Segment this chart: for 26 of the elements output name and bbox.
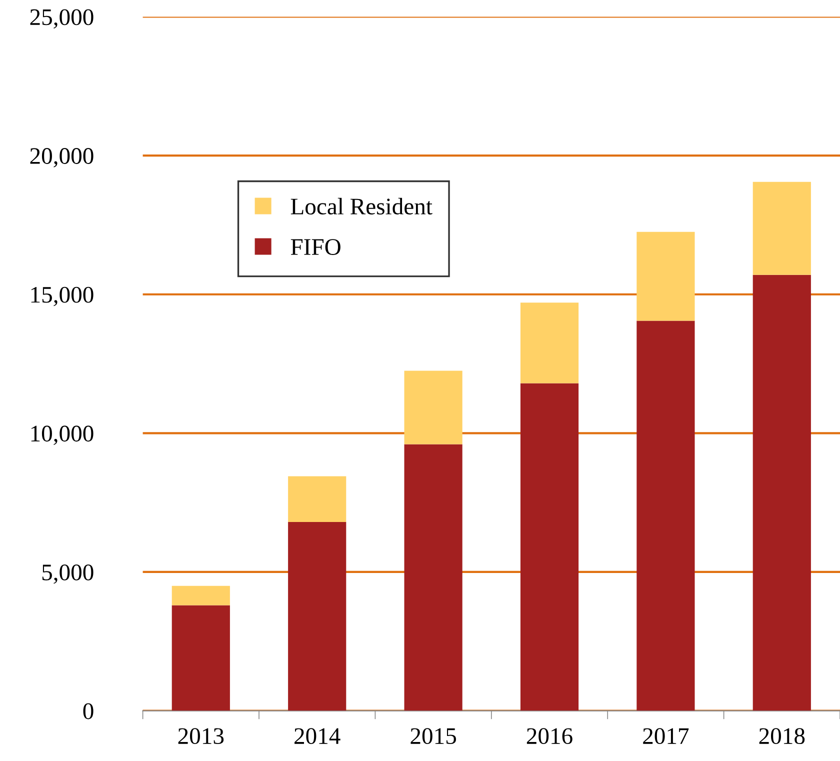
y-tick-label: 20,000 xyxy=(30,148,94,168)
y-tick-label: 0 xyxy=(83,703,94,720)
y-tick-label: 5,000 xyxy=(42,564,94,584)
x-tick-label: 2015 xyxy=(410,728,456,744)
bar xyxy=(172,586,230,606)
y-tick-label: 15,000 xyxy=(31,286,94,306)
legend-label: Local Resident xyxy=(290,198,432,215)
y-tick-label: 10,000 xyxy=(31,426,94,445)
x-tick-label: 2016 xyxy=(526,728,572,744)
bar xyxy=(288,522,346,711)
bar xyxy=(636,232,695,321)
legend-label: FIFO xyxy=(290,239,340,255)
bar xyxy=(172,605,230,711)
y-tick-label: 25,000 xyxy=(30,9,94,29)
bar xyxy=(520,383,579,711)
bar xyxy=(752,274,811,711)
bar xyxy=(288,476,346,522)
x-tick-label: 2013 xyxy=(178,728,224,744)
bar xyxy=(404,444,462,711)
bar xyxy=(520,302,579,384)
x-tick-label: 2014 xyxy=(294,728,340,744)
bar xyxy=(752,182,811,275)
bar xyxy=(636,320,695,711)
x-tick-label: 2017 xyxy=(643,728,689,744)
bar xyxy=(404,370,462,444)
x-tick-label: 2018 xyxy=(759,728,805,744)
